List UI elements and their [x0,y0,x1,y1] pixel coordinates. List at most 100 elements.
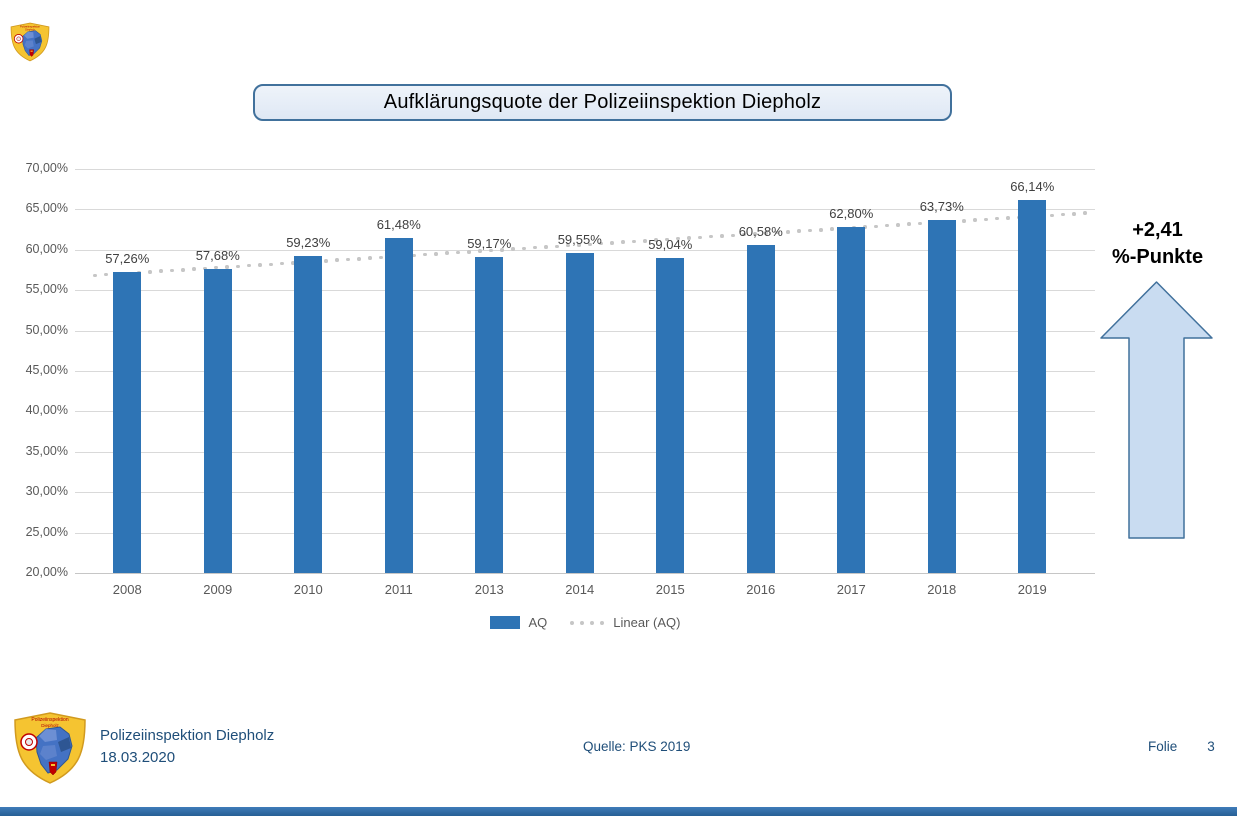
y-axis-tick-label: 30,00% [25,484,68,499]
trendline-dot [610,241,614,245]
bar-2018 [927,219,956,573]
trendline-dot [291,261,295,265]
trendline-dot [676,236,680,241]
x-axis-tick-label: 2014 [565,582,595,597]
trendline-dot [159,269,163,273]
bar-value-label: 59,04% [648,236,693,252]
y-axis-tick-label: 55,00% [25,282,68,297]
bar-value-label: 60,58% [738,224,783,240]
bar-value-label: 59,23% [286,235,331,251]
trendline-dot [885,223,889,228]
trendline-dot [181,268,185,272]
trendline-dot [698,235,702,240]
trendline-dot [962,219,966,223]
trendline-dot [456,250,460,255]
trendline-dot [203,266,207,271]
trendline-dot [1072,212,1076,216]
bar-2016 [746,245,775,573]
y-axis-tick-label: 65,00% [25,201,68,216]
trendline-dot [544,245,548,249]
trendline-dot [357,257,361,261]
trendline-dot [797,229,801,233]
slide-title: Aufklärungsquote der Polizeiinspektion D… [253,84,952,121]
bar-2008 [113,271,142,573]
gridline [75,249,1095,251]
trendline-dot [1083,211,1087,215]
annotation-line2: %-Punkte [1111,246,1204,268]
trendline-dot [709,234,713,239]
trendline-dot [225,265,229,269]
trendline-dot [93,273,97,278]
trendline-dot [533,245,537,250]
trendline-dot [170,268,174,273]
trendline-dot [643,239,647,243]
trendline-dot [148,270,152,274]
trendline-dot [555,244,559,249]
bottom-accent-bar [0,807,1237,816]
x-axis-tick-label: 2018 [927,582,957,597]
trendline-dot [1050,213,1054,218]
y-axis-tick-label: 25,00% [25,524,68,539]
trendline-dot [588,242,592,247]
trendline-dot [192,267,196,271]
trendline-dot [445,251,449,255]
legend-label-aq: AQ [528,615,548,630]
x-axis-tick-label: 2008 [112,582,142,597]
trendline-dot [808,228,812,233]
bar-value-label: 61,48% [376,216,421,232]
x-axis-tick-label: 2017 [836,582,866,597]
bar-2014 [565,253,594,573]
trendline-dot [434,252,438,256]
trendline-dot [830,227,834,231]
bar-2011 [384,237,413,573]
footer-org: Polizeiinspektion Diepholz [100,727,275,744]
trendline-dot [379,255,383,260]
trendline-dot [478,249,482,253]
trendline-dot [654,238,658,242]
trendline-dot [1006,216,1010,220]
bar-2017 [837,227,866,573]
trendline-dot [819,228,823,232]
trendline-dot [423,252,427,257]
trendline-dot [236,264,240,269]
trendline-dot [324,259,328,263]
annotation-text: +2,41 %-Punkte [1085,217,1230,271]
bar-2013 [475,256,504,573]
x-axis-tick-label: 2013 [474,582,504,597]
bar-2019 [1018,200,1047,573]
trendline-dot [918,221,922,226]
footer-source: Quelle: PKS 2019 [583,739,691,754]
bar-2015 [656,257,685,573]
police-badge-icon [13,712,87,784]
trendline-dot [489,248,493,253]
x-axis-tick-label: 2016 [746,582,776,597]
trendline-dot [599,241,603,246]
trendline-dot [621,240,625,244]
trendline-dot [1061,212,1065,217]
x-axis-tick-label: 2011 [384,582,413,597]
annotation-line1: +2,41 [1132,219,1183,241]
bar-value-label: 59,55% [557,232,602,248]
police-badge-icon [10,8,50,76]
up-arrow-icon [1100,281,1213,539]
slide-title-text: Aufklärungsquote der Polizeiinspektion D… [383,91,822,113]
gridline [75,169,1095,170]
trendline-dot [104,272,108,277]
footer-page: Folie 3 [1148,739,1215,754]
trendline-dot [258,263,262,267]
y-axis-tick-label: 40,00% [25,403,68,418]
bar-value-label: 66,14% [1010,179,1055,195]
trendline-dot [665,237,669,242]
trendline-dot [775,230,779,235]
trendline-dot [346,257,350,262]
y-axis-tick-label: 60,00% [25,241,68,256]
trendline-dot [973,218,977,222]
trendline-dot [335,258,339,262]
trendline-dot [753,232,757,236]
trendline-dot [687,236,691,240]
legend-dotted-line-swatch [570,620,605,625]
trendline-dot [907,222,911,226]
trendline-dot [577,243,581,247]
bar-2009 [203,268,232,573]
trendline-dot [896,223,900,227]
